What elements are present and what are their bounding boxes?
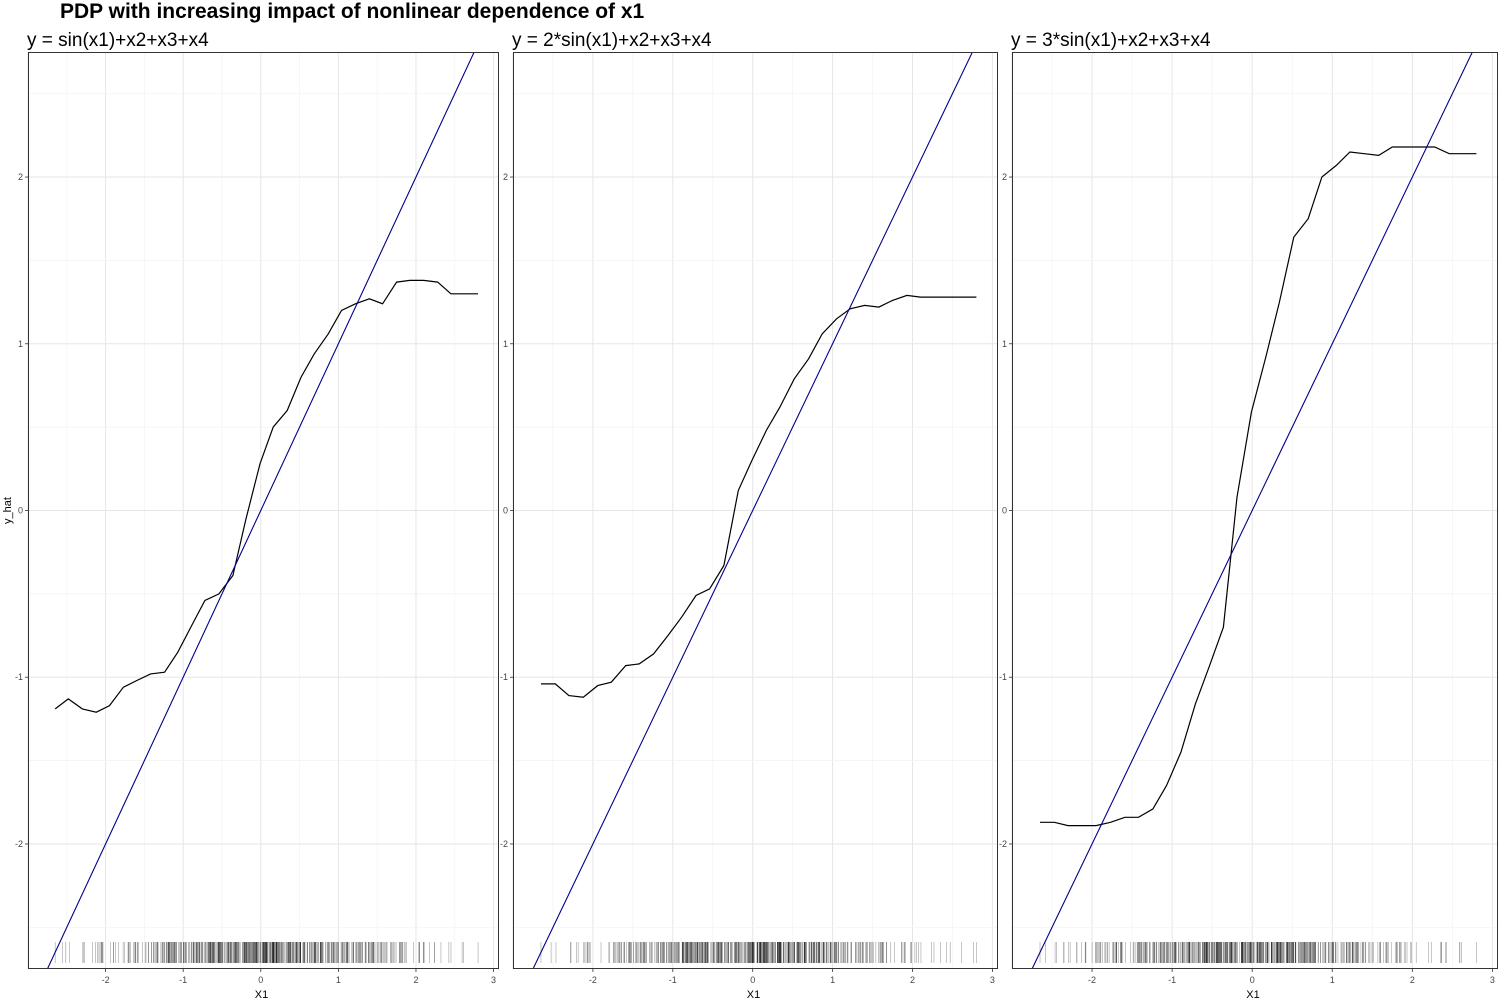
x-tick-label: 2 [1410,975,1415,985]
x-tick-label: 2 [910,975,915,985]
x-tick-label: 3 [990,975,995,985]
x-tick-label: 0 [1250,975,1255,985]
y-tick-label: -2 [999,839,1007,849]
panel-title: y = sin(x1)+x2+x3+x4 [27,30,209,51]
x-tick-label: -2 [589,975,597,985]
pdp-line [1040,146,1477,827]
x-tick-label: -1 [669,975,677,985]
y-tick-label: 1 [1002,339,1007,349]
panel-2: -2 -1 0 1 2 3 -2 -1 0 1 2 y = 2*sin(x1)+x2+x3+x4 X1 [500,30,998,1000]
y-tick-label: 0 [503,506,508,516]
reference-line [1031,52,1473,969]
panel-3: -2 -1 0 1 2 3 -2 -1 0 1 2 y = 3*sin(x1)+x2+x3+x4 X1 [999,30,1498,1000]
rug [540,942,977,963]
y-tick-label: 1 [18,339,23,349]
x-tick-label: -2 [1088,975,1096,985]
panel-1: -2 -1 0 1 2 3 -2 -1 0 1 2 y = sin(x1)+x2+x3+x4 X1 y_h… [2,30,499,1000]
panel-border [28,52,499,969]
y-tick-label: 1 [503,339,508,349]
rug [1039,942,1477,963]
y-tick-label: -1 [999,672,1007,682]
y-tick-label: 2 [503,172,508,182]
x-tick-label: 1 [336,975,341,985]
x-tick-label: 1 [830,975,835,985]
x-tick-label: 1 [1330,975,1335,985]
reference-line [46,52,475,969]
x-tick-label: 0 [750,975,755,985]
grid [27,52,499,969]
y-tick-label: 0 [18,506,23,516]
rug [54,942,479,963]
x-tick-label: -1 [1168,975,1176,985]
x-tick-label: -2 [102,975,110,985]
x-tick-label: -1 [179,975,187,985]
y-tick-label: -1 [500,672,508,682]
y-tick-label: 0 [1002,506,1007,516]
panel-title: y = 2*sin(x1)+x2+x3+x4 [512,30,712,51]
x-tick-label: 3 [491,975,496,985]
x-tick-label: 3 [1490,975,1495,985]
panel-border [1012,52,1498,969]
pdp-line [54,279,478,713]
y-tick-label: -2 [500,839,508,849]
y-tick-label: -1 [15,672,23,682]
x-axis-label: X1 [747,989,760,1000]
grid [1011,52,1498,969]
x-axis-label: X1 [1246,989,1259,1000]
y-tick-label: 2 [18,172,23,182]
panel-border [513,52,998,969]
x-axis-label: X1 [255,989,268,1000]
x-tick-label: 0 [258,975,263,985]
y-tick-label: -2 [15,839,23,849]
x-tick-label: 2 [413,975,418,985]
main-title: PDP with increasing impact of nonlinear … [60,0,645,23]
panel-title: y = 3*sin(x1)+x2+x3+x4 [1011,30,1211,51]
y-axis-label: y_hat [2,497,14,524]
grid [512,52,998,969]
reference-line [532,52,974,969]
pdp-line [541,294,977,698]
y-tick-label: 2 [1002,172,1007,182]
